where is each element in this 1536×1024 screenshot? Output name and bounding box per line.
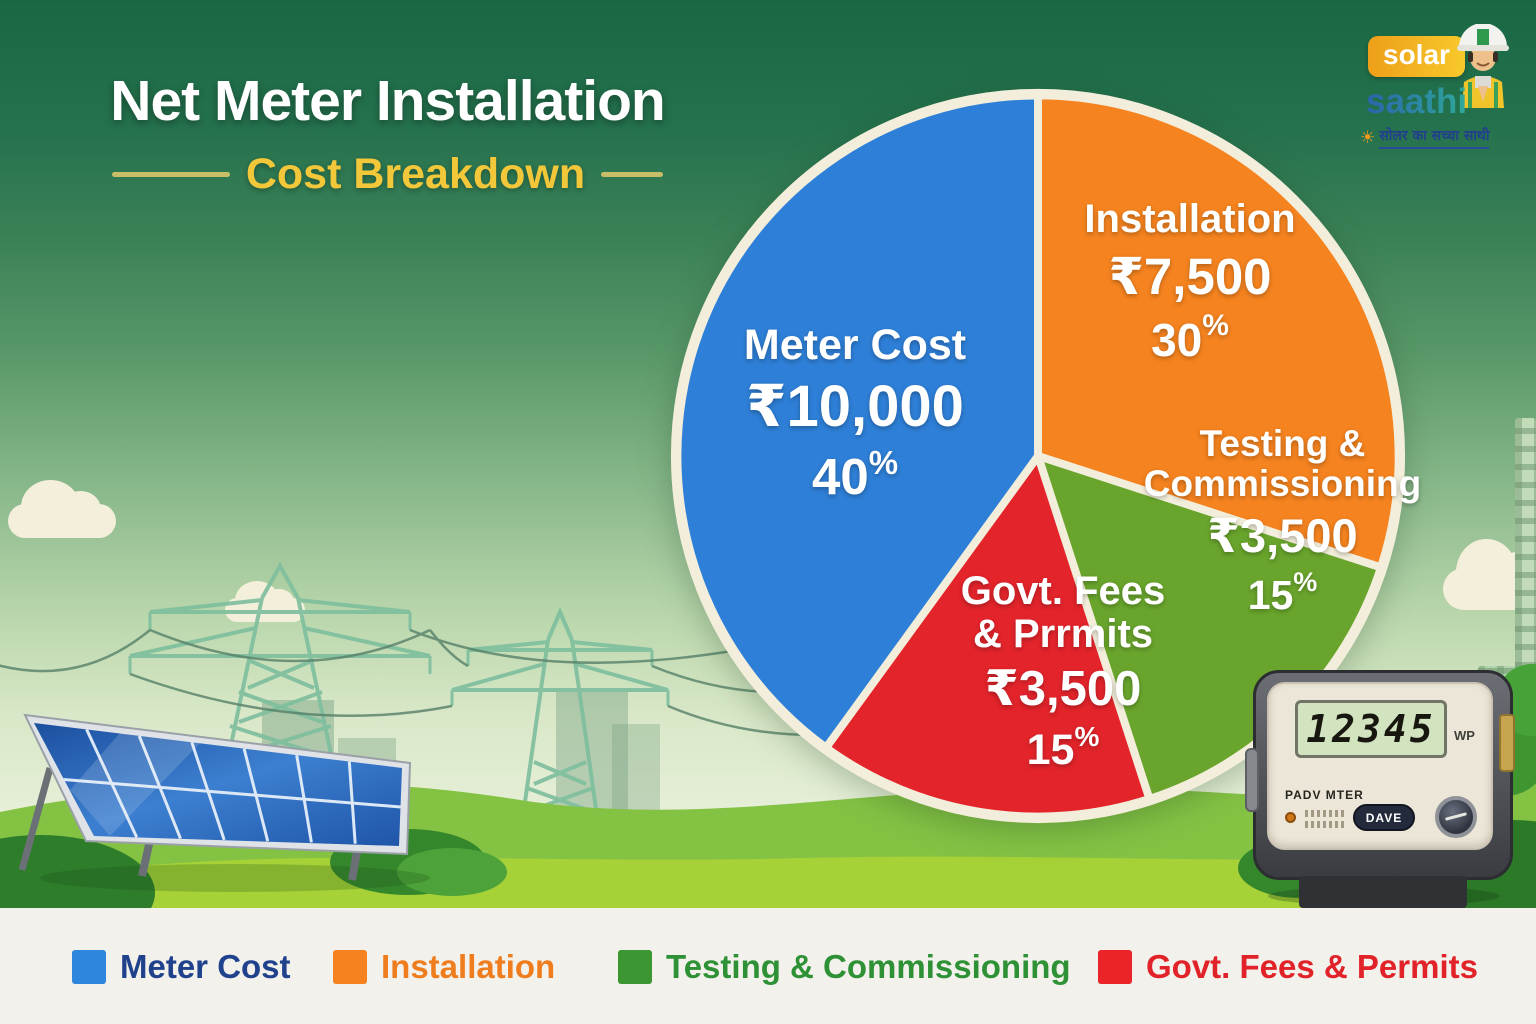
meter-face-label: PADV MTER bbox=[1285, 788, 1364, 802]
slice-name: Commissioning bbox=[1143, 462, 1422, 504]
subtitle-rule-left bbox=[111, 171, 230, 177]
brand-logo: solar saathi ☀ सोलर का सच्चा साथी bbox=[1360, 24, 1516, 154]
meter-button: DAVE bbox=[1353, 804, 1415, 831]
legend-label: Testing & Commissioning bbox=[666, 948, 1071, 985]
legend-item-testing-commissioning: Testing & Commissioning bbox=[618, 948, 1071, 986]
legend-item-govt-fees-permits: Govt. Fees & Permits bbox=[1098, 948, 1478, 986]
meter-barcode bbox=[1305, 821, 1345, 828]
slice-percent: 15 % bbox=[1247, 566, 1318, 618]
brand-tagline: सोलर का सच्चा साथी bbox=[1379, 126, 1490, 149]
city-skyline-silhouette bbox=[338, 738, 396, 870]
slice-amount: ₹3,500 bbox=[1207, 508, 1358, 562]
meter-dial-icon bbox=[1435, 796, 1477, 838]
meter-base bbox=[1299, 876, 1467, 908]
solar-panel-illustration bbox=[18, 713, 430, 892]
slice-amount: ₹3,500 bbox=[984, 662, 1142, 717]
cloud bbox=[8, 480, 116, 538]
slice-name: Installation bbox=[1084, 197, 1296, 241]
meter-barcode bbox=[1305, 810, 1345, 817]
mascot-worker-icon bbox=[1457, 24, 1509, 108]
brand-logo-saathi: saathi bbox=[1366, 82, 1468, 121]
cloud bbox=[225, 581, 305, 622]
legend-label: Govt. Fees & Permits bbox=[1146, 948, 1478, 985]
city-skyline-silhouette bbox=[612, 724, 660, 870]
meter-lcd-unit: WP bbox=[1454, 728, 1475, 743]
city-building bbox=[1515, 418, 1536, 668]
slice-name: Meter Cost bbox=[743, 321, 967, 369]
legend-item-meter-cost: Meter Cost bbox=[72, 948, 291, 986]
subtitle-rule-right bbox=[601, 171, 664, 177]
meter-led-icon bbox=[1285, 812, 1296, 823]
legend-swatch bbox=[72, 950, 106, 984]
meter-side-clip bbox=[1499, 714, 1515, 772]
title-block: Net Meter Installation Cost Breakdown bbox=[55, 69, 720, 199]
legend-swatch bbox=[1098, 950, 1132, 984]
page-subtitle: Cost Breakdown bbox=[245, 149, 586, 198]
legend-swatch bbox=[618, 950, 652, 984]
pie-label-meter-cost: Meter Cost ₹10,000 40 % bbox=[690, 321, 1020, 506]
legend-swatch bbox=[333, 950, 367, 984]
net-meter-illustration: 12345 WP PADV MTER DAVE bbox=[1245, 670, 1515, 908]
meter-face: 12345 WP PADV MTER DAVE bbox=[1267, 682, 1493, 850]
page-title: Net Meter Installation bbox=[110, 69, 665, 133]
slice-name: Govt. Fees bbox=[960, 569, 1166, 613]
pie-label-installation: Installation ₹7,500 30 % bbox=[1055, 197, 1325, 367]
legend-label: Installation bbox=[381, 948, 556, 985]
slice-percent: 30 % bbox=[1151, 309, 1229, 367]
pie-label-testing-commissioning: Testing & Commissioning ₹3,500 15 % bbox=[1125, 424, 1440, 617]
slice-percent: 40 % bbox=[811, 444, 899, 506]
sun-icon: ☀ bbox=[1360, 127, 1376, 147]
slice-percent: 15 % bbox=[1026, 721, 1100, 775]
brand-logo-solar: solar bbox=[1368, 36, 1465, 77]
legend-item-installation: Installation bbox=[333, 948, 555, 986]
pie-label-govt-fees-permits: Govt. Fees & Prrmits ₹3,500 15 % bbox=[928, 569, 1198, 775]
slice-name: Testing & bbox=[1199, 423, 1366, 464]
legend-label: Meter Cost bbox=[120, 948, 291, 985]
slice-amount: ₹10,000 bbox=[746, 374, 964, 440]
meter-lcd-display: 12345 bbox=[1295, 700, 1447, 758]
meter-side-clip bbox=[1245, 748, 1259, 812]
city-skyline-silhouette bbox=[262, 700, 334, 870]
slice-name: & Prrmits bbox=[972, 612, 1154, 657]
slice-amount: ₹7,500 bbox=[1108, 248, 1272, 306]
